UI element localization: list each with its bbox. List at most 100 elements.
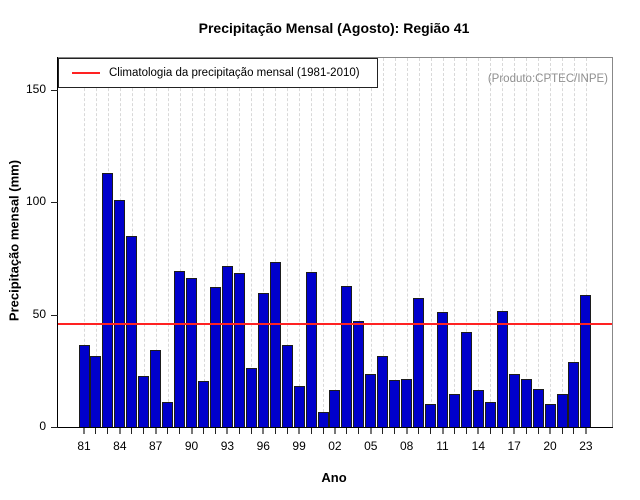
x-tick	[154, 428, 157, 434]
legend-box: Climatologia da precipitação mensal (198…	[58, 58, 378, 88]
gridline	[275, 58, 277, 427]
x-tick-label: 05	[364, 439, 378, 453]
gridline	[550, 58, 552, 427]
gridline	[418, 58, 420, 427]
x-tick	[405, 428, 408, 434]
x-tick	[167, 428, 169, 434]
y-tick-label: 0	[39, 419, 46, 433]
bar	[496, 311, 508, 427]
bar	[186, 278, 198, 427]
bar	[198, 381, 209, 427]
bar	[556, 394, 568, 427]
y-axis-line	[57, 57, 58, 428]
x-tick	[83, 428, 85, 434]
legend-label: Climatologia da precipitação mensal (198…	[109, 67, 360, 79]
gridline	[382, 58, 384, 427]
chart-title: Precipitação Mensal (Agosto): Região 41	[198, 20, 470, 36]
y-tick	[51, 89, 58, 91]
gridline	[95, 58, 97, 427]
gridline	[573, 58, 575, 427]
bar	[90, 356, 102, 427]
x-tick	[441, 428, 444, 434]
bar	[568, 362, 580, 427]
bar	[126, 236, 138, 427]
x-tick-label: 84	[113, 439, 127, 453]
y-tick	[51, 427, 58, 428]
bar	[281, 345, 293, 427]
climatology-line-swatch	[72, 72, 100, 74]
x-tick	[179, 428, 181, 434]
bar	[245, 368, 257, 427]
gridline	[585, 58, 587, 427]
bar	[401, 379, 413, 427]
y-tick	[51, 202, 58, 203]
gridline	[179, 58, 181, 427]
x-tick-label: 81	[77, 439, 91, 453]
x-tick	[346, 428, 348, 434]
bar	[365, 374, 377, 427]
gridline	[538, 58, 540, 427]
x-tick	[143, 428, 145, 434]
bar	[437, 312, 448, 427]
bar	[293, 386, 305, 427]
x-tick	[214, 428, 216, 434]
bar	[413, 298, 425, 427]
gridline	[334, 58, 336, 427]
gridline	[430, 58, 432, 427]
x-tick	[95, 428, 97, 434]
x-tick	[382, 428, 384, 434]
gridline	[251, 58, 253, 427]
bar	[221, 266, 233, 427]
gridline	[478, 58, 480, 427]
x-tick-label: 14	[471, 439, 486, 453]
gridline	[227, 58, 229, 427]
x-tick-label: 02	[328, 439, 342, 453]
gridline	[406, 58, 408, 427]
x-tick-label: 99	[292, 439, 306, 453]
x-tick	[190, 428, 193, 434]
gridline	[562, 58, 563, 427]
x-tick	[203, 428, 204, 434]
gridline	[155, 58, 157, 427]
climatology-line	[58, 323, 612, 326]
bar	[162, 402, 174, 427]
x-tick	[477, 428, 480, 434]
x-axis-label: Ano	[321, 470, 347, 485]
x-tick-label: 90	[184, 439, 199, 453]
gridline	[323, 58, 324, 427]
bar	[78, 345, 90, 427]
x-tick	[465, 428, 467, 434]
x-tick	[453, 428, 455, 434]
x-tick	[298, 428, 301, 434]
y-tick-label: 100	[25, 194, 46, 208]
x-tick	[262, 428, 265, 434]
gridline	[358, 58, 360, 427]
x-tick	[501, 428, 503, 434]
x-tick	[333, 428, 336, 434]
x-tick-label: 93	[220, 439, 235, 453]
x-tick-label: 08	[399, 439, 414, 453]
bar	[389, 380, 401, 427]
bar	[233, 273, 245, 427]
gridline	[526, 58, 528, 427]
x-tick	[131, 428, 133, 434]
x-tick	[310, 428, 312, 434]
x-tick-label: 11	[436, 439, 449, 453]
x-tick	[525, 428, 527, 434]
x-tick	[238, 428, 240, 434]
gridline	[287, 58, 289, 427]
x-tick	[274, 428, 276, 434]
gridline	[84, 58, 85, 427]
bar	[150, 350, 162, 427]
gridline	[263, 58, 265, 427]
x-tick	[489, 428, 491, 434]
x-axis-line	[57, 427, 613, 428]
x-tick-label: 17	[507, 439, 521, 453]
bar	[114, 200, 126, 427]
x-tick	[537, 428, 539, 434]
x-tick	[584, 428, 587, 434]
x-tick	[226, 428, 229, 434]
x-tick	[549, 428, 552, 434]
gridline	[466, 58, 468, 427]
